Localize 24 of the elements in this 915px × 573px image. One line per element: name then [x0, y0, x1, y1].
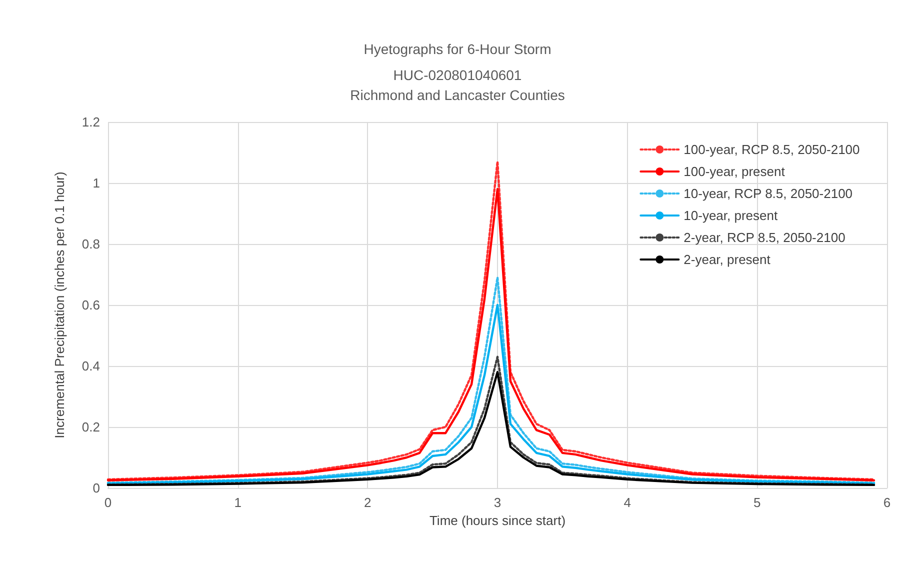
x-tick-label: 1	[234, 495, 242, 510]
x-tick-label: 2	[364, 495, 372, 510]
x-tick-label: 5	[754, 495, 761, 510]
legend-label: 2-year, RCP 8.5, 2050-2100	[684, 230, 846, 245]
legend-label: 100-year, present	[684, 164, 786, 179]
y-tick-label: 1.2	[82, 114, 100, 130]
y-axis-title: Incremental Precipitation (inches per 0.1 hour)	[52, 172, 67, 438]
y-tick-label: 0	[92, 480, 100, 496]
y-tick-label: 0.2	[82, 420, 100, 434]
legend-label: 10-year, RCP 8.5, 2050-2100	[684, 186, 853, 201]
x-tick-label: 4	[624, 495, 631, 510]
x-axis-title: Time (hours since start)	[429, 513, 566, 528]
x-tick-label: 0	[104, 495, 112, 510]
y-tick-label: 0.6	[82, 298, 100, 312]
legend-label: 10-year, present	[684, 208, 778, 223]
legend-label: 100-year, RCP 8.5, 2050-2100	[684, 142, 860, 157]
x-tick-label: 3	[494, 495, 502, 510]
chart-subtitle: HUC-020801040601 Richmond and Lancaster Counties	[350, 67, 565, 103]
x-tick-label: 6	[883, 495, 891, 510]
y-tick-label: 0.8	[82, 236, 100, 252]
legend-label: 2-year, present	[684, 252, 771, 267]
y-tick-label: 1	[92, 176, 100, 190]
y-tick-label: 0.4	[82, 358, 100, 374]
chart-title: Hyetographs for 6-Hour Storm	[364, 41, 552, 57]
